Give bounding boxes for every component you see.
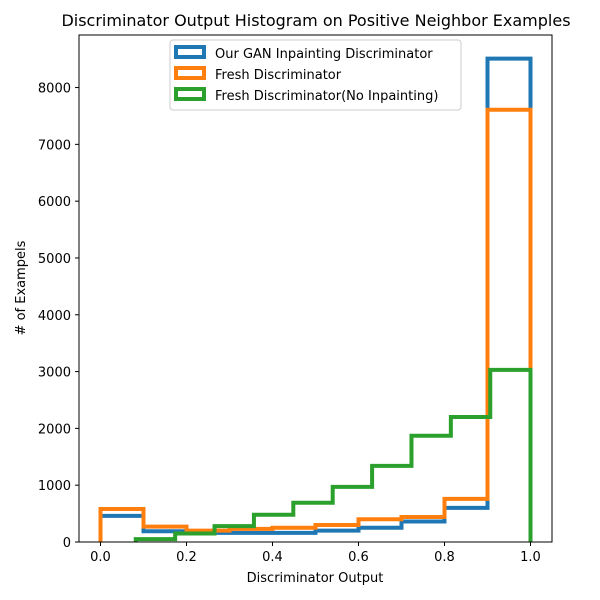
y-tick-label: 2000 xyxy=(38,422,71,437)
x-tick-label: 0.6 xyxy=(348,550,369,565)
x-axis-label: Discriminator Output xyxy=(247,571,384,586)
y-tick-label: 8000 xyxy=(38,82,71,97)
series-step-3 xyxy=(133,367,533,542)
y-tick-label: 3000 xyxy=(38,366,71,381)
legend-box xyxy=(169,39,462,111)
legend-label: Our GAN Inpainting Discriminator xyxy=(215,47,433,62)
chart-title: Discriminator Output Histogram on Positi… xyxy=(61,11,570,30)
series-step-1 xyxy=(98,56,533,542)
plot-frame xyxy=(78,34,553,543)
legend-label: Fresh Discriminator xyxy=(215,68,342,83)
legend-swatch xyxy=(174,45,206,59)
y-tick-label: 6000 xyxy=(38,195,71,210)
y-tick-label: 0 xyxy=(63,536,71,551)
x-tick-label: 0.4 xyxy=(262,550,283,565)
legend-swatch xyxy=(174,66,206,80)
y-axis-ticks: 0 1000 2000 3000 4000 5000 6000 7000 8000 xyxy=(38,82,79,551)
y-tick-label: 1000 xyxy=(38,479,71,494)
series-layer xyxy=(98,56,533,542)
x-tick-label: 0.8 xyxy=(434,550,455,565)
x-tick-label: 1.0 xyxy=(520,550,541,565)
y-axis-label: # of Exampels xyxy=(14,240,29,335)
x-tick-label: 0.2 xyxy=(176,550,197,565)
y-tick-label: 5000 xyxy=(38,252,71,267)
y-tick-label: 7000 xyxy=(38,138,71,153)
x-tick-label: 0.0 xyxy=(90,550,111,565)
series-step-2 xyxy=(98,107,533,542)
legend-label: Fresh Discriminator(No Inpainting) xyxy=(215,89,438,104)
legend-swatch xyxy=(174,87,206,101)
legend: Our GAN Inpainting Discriminator Fresh Di… xyxy=(169,39,462,111)
y-tick-label: 4000 xyxy=(38,309,71,324)
x-axis-ticks: 0.0 0.2 0.4 0.6 0.8 1.0 xyxy=(90,542,541,565)
